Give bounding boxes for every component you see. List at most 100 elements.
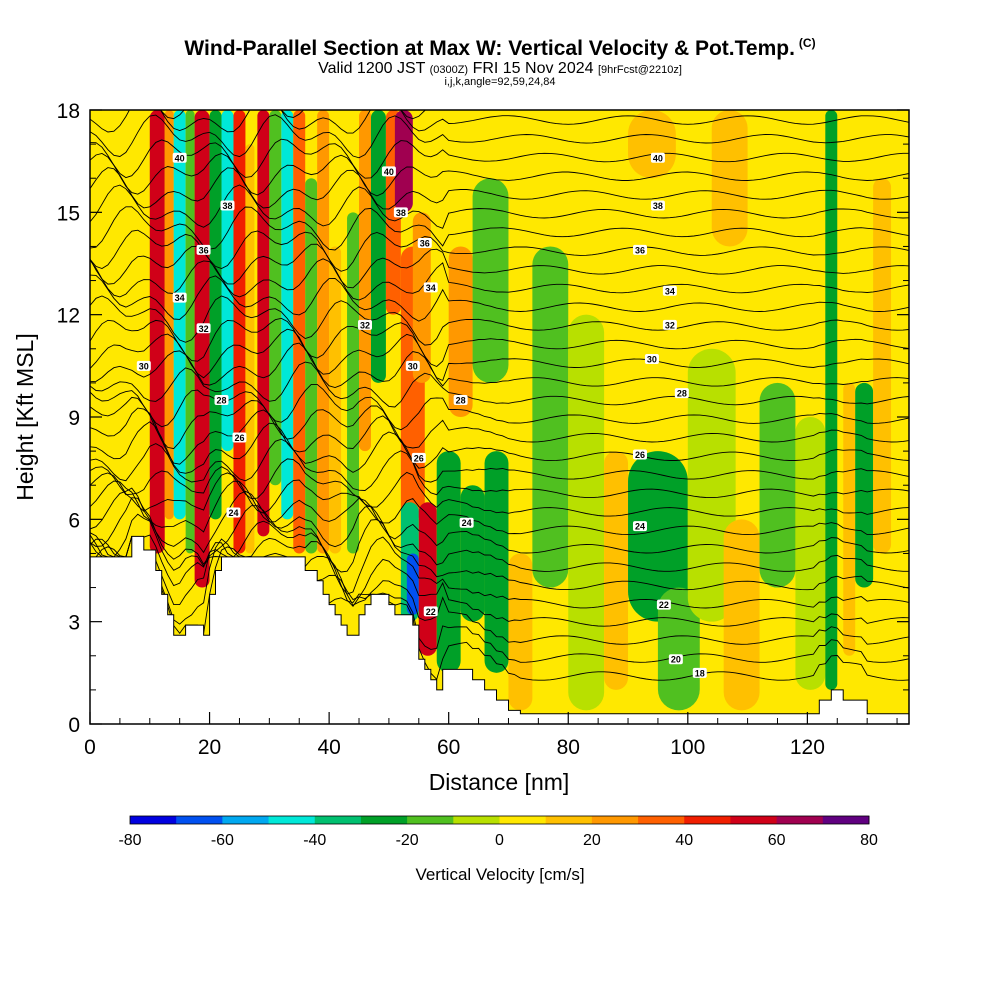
theta-contour-line: [90, 421, 909, 483]
theta-contour-line: [90, 407, 909, 469]
velocity-cell: [305, 178, 318, 554]
contour-label-bg: [196, 323, 211, 334]
contour-label-bg: [423, 282, 438, 293]
theta-contour-line: [90, 206, 909, 251]
velocity-cell: [359, 110, 371, 452]
colorbar-segment: [130, 816, 177, 824]
theta-contour-line: [90, 167, 909, 210]
contour-label-bg: [674, 388, 689, 399]
velocity-cell: [221, 110, 234, 452]
contour-label: 40: [653, 153, 663, 163]
theta-contour-line: [90, 258, 909, 301]
theta-contour-line: [90, 110, 909, 134]
velocity-cell: [723, 519, 760, 711]
contour-label: 32: [665, 320, 675, 330]
contour-label: 32: [360, 320, 370, 330]
theta-contour-line: [90, 184, 909, 229]
colorbar-tick-label: 80: [860, 832, 878, 849]
contour-label: 38: [222, 201, 232, 211]
contour-label-bg: [668, 654, 683, 665]
contour-label-bg: [650, 152, 665, 163]
velocity-cell: [233, 110, 246, 554]
contour-label-bg: [632, 244, 647, 255]
contour-label: 30: [647, 355, 657, 365]
velocity-cell: [448, 246, 473, 417]
contour-label: 26: [234, 433, 244, 443]
theta-contour-line: [90, 317, 909, 368]
contour-label: 34: [175, 293, 185, 303]
theta-contour-line: [90, 480, 909, 554]
colorbar-segment: [453, 816, 500, 824]
colorbar-tick-label: 20: [583, 832, 601, 849]
contour-label: 32: [199, 324, 209, 334]
velocity-cell: [759, 382, 796, 588]
forecast-info: [9hrFcst@2210z]: [597, 64, 682, 76]
contour-labels: 18 20 22 24 26 28 30 32 34 36 38 40 40 38 36 34 32 30 28 26…: [136, 152, 707, 678]
velocity-cell: [795, 417, 826, 690]
theta-contour-line: [90, 361, 909, 408]
contour-label-bg: [650, 200, 665, 211]
contour-label: 30: [139, 361, 149, 371]
colorbar-segment: [268, 816, 316, 824]
velocity-cell: [209, 110, 222, 520]
contour-label-bg: [662, 285, 677, 296]
theta-contour-line: [90, 472, 909, 536]
contour-label-bg: [692, 667, 707, 678]
contour-label: 36: [199, 245, 209, 255]
x-axis-label: Distance [nm]: [429, 769, 570, 795]
theta-contour-line: [90, 229, 909, 272]
valid-prefix: Valid 1200 JST: [318, 60, 426, 77]
theta-contour-line: [90, 458, 909, 517]
colorbar-tick-label: -80: [118, 832, 141, 849]
theta-contour-line: [90, 295, 909, 346]
colorbar-tick-label: -40: [303, 832, 326, 849]
contour-label-bg: [232, 432, 247, 443]
chart-title: Wind-Parallel Section at Max W: Vertical…: [0, 36, 1000, 61]
velocity-cell: [532, 246, 569, 588]
contour-label: 24: [228, 508, 238, 518]
theta-contours: [90, 110, 909, 681]
colorbar-segment: [730, 816, 778, 824]
contour-label-bg: [662, 319, 677, 330]
contour-label-bg: [405, 360, 420, 371]
contour-label: 28: [677, 389, 687, 399]
contour-label-bg: [423, 606, 438, 617]
theta-contour-line: [90, 138, 909, 179]
contour-label-bg: [417, 238, 432, 249]
theta-contour-line: [90, 438, 909, 499]
colorbar-segment: [545, 816, 593, 824]
contour-label: 40: [175, 153, 185, 163]
theta-contour-line: [90, 328, 909, 382]
contour-label: 24: [462, 518, 472, 528]
colorbar-tick-label: 60: [768, 832, 786, 849]
colorbar-segment: [776, 816, 824, 824]
colorbar-frame: [129, 815, 870, 825]
contour-label-bg: [220, 200, 235, 211]
velocity-cell: [394, 110, 413, 213]
contour-label: 36: [635, 245, 645, 255]
theta-contour-line: [90, 114, 909, 159]
theta-contour-line: [90, 396, 909, 450]
contour-label-bg: [136, 360, 151, 371]
contour-label: 28: [217, 395, 227, 405]
colorbar-segment: [222, 816, 270, 824]
colorbar: -80 -60 -40 -20 0 20 40 60 80: [118, 815, 878, 849]
x-tick-label: 80: [557, 736, 580, 759]
contour-label: 38: [653, 201, 663, 211]
theta-contour-line: [90, 532, 909, 645]
velocity-cell: [293, 110, 306, 554]
colorbar-title: Vertical Velocity [cm/s]: [415, 865, 584, 884]
contour-label: 38: [396, 208, 406, 218]
velocity-cell: [257, 110, 270, 537]
x-tick-label: 0: [84, 736, 96, 759]
theta-contour-line: [90, 342, 909, 388]
colorbar-segment: [176, 816, 223, 824]
y-tick-label: 12: [57, 305, 80, 328]
velocity-cell: [604, 451, 629, 690]
x-tick-label: 60: [437, 736, 460, 759]
theta-contour-line: [90, 243, 909, 289]
velocity-cell: [855, 382, 874, 588]
contour-label-bg: [172, 292, 187, 303]
